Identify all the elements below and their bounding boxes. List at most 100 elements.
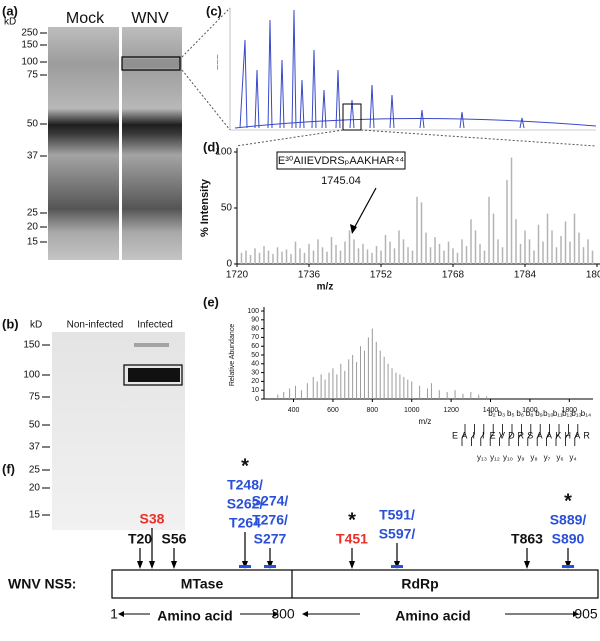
x-tick-label: 1000 [404,407,420,414]
x-tick-label: 1720 [226,270,249,281]
x-tick-label: 1736 [298,270,321,281]
x-tick-label: 1800 [586,270,600,281]
site-arrowhead [137,561,143,569]
band [123,59,180,68]
marker-label: 37 [27,151,39,162]
band [134,343,169,347]
b-ion: b₉ [535,409,543,418]
marker-label: 25 [27,208,39,219]
site-label: T264 [229,515,261,531]
site-label: S56 [162,531,187,547]
b-ion: b₅ [507,409,515,418]
y-ion: y₆ [556,453,563,462]
cleavage-mark [527,424,532,446]
marker-label: 15 [29,510,41,521]
y-tick-label: 0 [226,259,232,270]
b-ion: b₁₂ [562,409,572,418]
site-label: T591/ [379,507,415,523]
residue: D [508,430,515,440]
site-dash [239,565,251,568]
panel-label: (f) [2,461,15,476]
y-tick-label: 10 [251,387,259,394]
marker-label: 20 [27,222,39,233]
asterisk: * [241,455,249,477]
cleavage-mark [565,424,569,446]
domain-label: RdRp [401,576,438,592]
site-label: T863 [511,531,543,547]
marker-label: 25 [29,465,41,476]
panel-label: (e) [203,294,219,309]
x-tick-label: 1800 [562,407,578,414]
peptide-label: E³⁰AIIEVDRSₚAAKHAR⁴⁴ [278,155,404,167]
cleavage-mark [508,424,513,446]
y-tick-label: 20 [251,378,259,385]
marker-label: 150 [21,40,38,51]
panel-label: (c) [206,3,222,18]
lane-label: Non-infected [67,320,124,331]
marker-label: 250 [21,28,38,39]
marker-label: 50 [27,119,39,130]
cleavage-mark [574,424,579,446]
site-dash [264,565,276,568]
marker-label: 20 [29,483,41,494]
y-tick-label: 50 [221,203,233,214]
band-box [121,56,181,71]
position-label: 300 [271,606,295,622]
marker-label: 150 [23,340,40,351]
site-label: S274/ [252,493,289,509]
y-tick-label: 50 [251,352,259,359]
lane-label: Mock [66,10,105,27]
x-tick-label: 600 [327,407,339,414]
y-tick-label: 100 [247,308,259,315]
domain-label: MTase [181,576,224,592]
y-tick-label: 70 [251,334,259,341]
site-dash [562,565,574,568]
site-dash [391,565,403,568]
x-axis-label: m/z [419,417,432,426]
cleavage-mark [499,424,503,446]
b-ion: b₁₄ [581,409,591,418]
marker-label: 100 [23,370,40,381]
x-tick-label: 1600 [522,407,538,414]
position-label: 905 [574,606,598,622]
marker-label: 15 [27,237,39,248]
site-label: S597/ [379,526,416,542]
cleavage-mark [555,424,560,446]
y-ion: y₄ [569,453,576,462]
y-ion: y₉ [517,453,524,462]
residue: R [518,430,525,440]
b-ion: b₁₁ [553,409,563,418]
asterisk: * [348,509,356,531]
panel-label: (d) [203,139,220,154]
y-ion: y₇ [544,453,551,462]
y-tick-label: 60 [251,343,259,350]
y-ion: y₁₃ [477,453,487,462]
x-tick-label: 1752 [370,270,393,281]
zoom-lines [181,7,597,147]
unit-label: kD [30,320,42,331]
band-box [123,364,183,386]
site-arrowhead [349,561,355,569]
y-ion: y₁₂ [490,453,500,462]
position-label: 1 [110,606,118,622]
svg-text:~~~: ~~~ [212,54,222,70]
y-tick-label: 40 [251,361,259,368]
b-ion: b₁₃ [571,409,581,418]
site-arrowhead [149,561,155,569]
overview-spectrum: ~~~ [212,8,597,131]
protein-bar [111,569,599,599]
site-arrowhead [171,561,177,569]
y-axis-label: % Intensity [199,178,211,237]
x-tick-label: 1768 [442,270,465,281]
residue: E [452,430,458,440]
y-ion: y₁₀ [503,453,513,462]
cleavage-mark [536,424,541,446]
cleavage-mark [518,424,522,446]
cleavage-mark [489,424,494,446]
panel-label: (a) [2,3,18,18]
y-ion: y₈ [530,453,537,462]
x-axis-label: m/z [317,282,334,293]
blot-image [52,332,185,530]
lane-label: Infected [137,320,173,331]
